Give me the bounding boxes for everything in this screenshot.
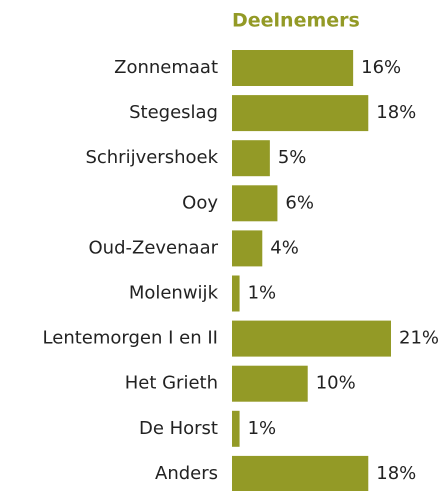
value-label: 1% <box>248 283 277 304</box>
bar <box>232 185 278 222</box>
category-label: Ooy <box>182 192 218 213</box>
value-label: 1% <box>248 418 277 439</box>
bar <box>232 365 308 402</box>
category-label: Zonnemaat <box>114 57 218 78</box>
category-label: De Horst <box>139 418 218 439</box>
bar <box>232 275 240 312</box>
value-label: 5% <box>278 147 307 168</box>
value-label: 4% <box>270 237 299 258</box>
value-label: 10% <box>316 373 356 394</box>
category-label: Stegeslag <box>129 102 218 123</box>
bar <box>232 320 391 357</box>
bar <box>232 455 369 491</box>
category-label: Lentemorgen I en II <box>43 328 218 349</box>
value-label: 18% <box>376 102 416 123</box>
value-label: 16% <box>361 57 401 78</box>
value-label: 21% <box>399 328 439 349</box>
category-label: Het Grieth <box>125 373 218 394</box>
category-label: Anders <box>155 463 218 484</box>
category-label: Oud-Zevenaar <box>89 237 219 258</box>
value-label: 6% <box>285 192 314 213</box>
bar <box>232 140 270 177</box>
category-label: Schrijvershoek <box>85 147 218 168</box>
bar <box>232 410 240 447</box>
value-label: 18% <box>376 463 416 484</box>
chart-title: Deelnemers <box>232 10 360 32</box>
category-label: Molenwijk <box>129 283 219 304</box>
bar <box>232 50 354 86</box>
bar <box>232 230 263 267</box>
bar <box>232 95 369 132</box>
